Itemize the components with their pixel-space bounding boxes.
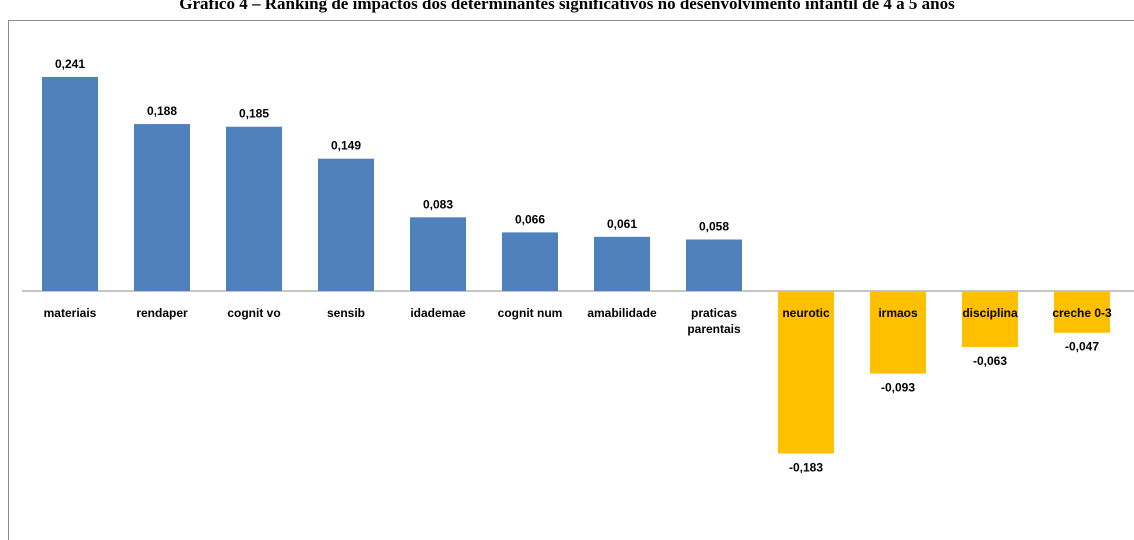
category-label: idademae — [410, 306, 466, 320]
category-label: praticas — [691, 306, 737, 320]
bar-amabilidade — [594, 236, 650, 291]
category-label: amabilidade — [587, 306, 657, 320]
category-label: sensib — [327, 306, 365, 320]
plot-area-frame — [8, 20, 1134, 540]
bar-praticas-parentais — [686, 239, 742, 291]
category-label: cognit vo — [227, 306, 280, 320]
chart-title-container: Gráfico 4 – Ranking de impactos dos dete… — [0, 0, 1134, 20]
value-label: 0,149 — [331, 139, 361, 153]
value-label: -0,183 — [789, 460, 823, 474]
chart-title: Gráfico 4 – Ranking de impactos dos dete… — [179, 0, 955, 13]
value-label: -0,093 — [881, 381, 915, 395]
value-label: 0,058 — [699, 219, 729, 233]
category-label: cognit num — [498, 306, 563, 320]
category-label: rendaper — [136, 306, 188, 320]
bar-disciplina — [962, 291, 1018, 347]
category-label: irmaos — [878, 306, 918, 320]
bar-cognit-num — [502, 232, 558, 291]
value-label: 0,066 — [515, 212, 545, 226]
bar-creche-0-3 — [1054, 291, 1110, 333]
bar-idademae — [410, 217, 466, 291]
value-label: 0,241 — [55, 57, 85, 71]
value-label: 0,083 — [423, 197, 453, 211]
value-label: 0,185 — [239, 107, 269, 121]
bar-irmaos — [870, 291, 926, 374]
category-label: materiais — [44, 306, 97, 320]
category-label: disciplina — [962, 306, 1018, 320]
category-label: creche 0-3 — [1052, 306, 1112, 320]
bar-rendaper — [134, 124, 190, 291]
bar-sensib — [318, 158, 374, 291]
bar-neurotic — [778, 291, 834, 454]
value-label: 0,188 — [147, 104, 177, 118]
category-label: neurotic — [782, 306, 830, 320]
value-label: -0,063 — [973, 354, 1007, 368]
bar-chart: 0,241 materiais 0,188 rendaper 0,185 cognit v… — [22, 57, 1134, 474]
category-label: parentais — [687, 322, 741, 336]
value-label: 0,061 — [607, 217, 637, 231]
bar-cognit-vo — [226, 126, 282, 292]
bar-materiais — [42, 77, 98, 291]
value-label: -0,047 — [1065, 340, 1099, 354]
